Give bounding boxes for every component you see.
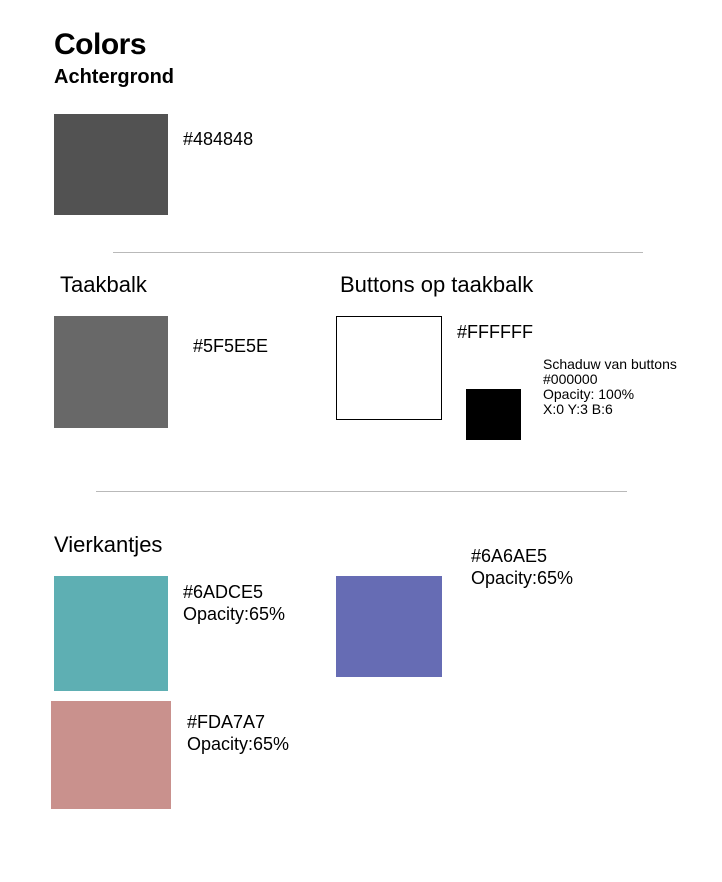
vierkantje-blue-opacity: Opacity:65% — [471, 568, 574, 588]
shadow-hex: #000000 — [543, 371, 598, 387]
section-title-buttons: Buttons op taakbalk — [340, 272, 534, 297]
swatch-buttons — [336, 316, 442, 420]
section-title-vierkantjes: Vierkantjes — [54, 532, 163, 557]
shadow-offset: X:0 Y:3 B:6 — [543, 401, 613, 417]
divider — [113, 252, 643, 253]
hex-label-taakbalk: #5F5E5E — [193, 336, 269, 356]
vierkantje-teal-hex: #6ADCE5 — [183, 582, 264, 602]
hex-label-achtergrond: #484848 — [183, 129, 254, 149]
swatch-taakbalk — [54, 316, 168, 428]
swatch-button-shadow — [466, 389, 521, 440]
swatch-vierkantje-teal — [54, 576, 168, 691]
vierkantje-pink-hex: #FDA7A7 — [187, 712, 266, 732]
vierkantje-blue-info: #6A6AE5 Opacity:65% — [471, 545, 573, 589]
swatch-vierkantje-blue — [336, 576, 442, 677]
shadow-opacity: Opacity: 100% — [543, 386, 635, 402]
shadow-title: Schaduw van buttons — [543, 356, 677, 372]
hex-label-buttons: #FFFFFF — [457, 322, 533, 342]
vierkantje-teal-opacity: Opacity:65% — [183, 604, 286, 624]
swatch-achtergrond — [54, 114, 168, 215]
section-title-achtergrond: Achtergrond — [54, 66, 174, 88]
vierkantje-blue-hex: #6A6AE5 — [471, 546, 548, 566]
section-title-taakbalk: Taakbalk — [60, 272, 147, 297]
page-title: Colors — [54, 28, 147, 61]
vierkantje-teal-info: #6ADCE5 Opacity:65% — [183, 581, 285, 625]
shadow-info: Schaduw van buttons #000000 Opacity: 100… — [543, 357, 677, 417]
swatch-vierkantje-pink — [51, 701, 171, 809]
vierkantje-pink-opacity: Opacity:65% — [187, 734, 290, 754]
vierkantje-pink-info: #FDA7A7 Opacity:65% — [187, 711, 289, 755]
divider — [96, 491, 627, 492]
